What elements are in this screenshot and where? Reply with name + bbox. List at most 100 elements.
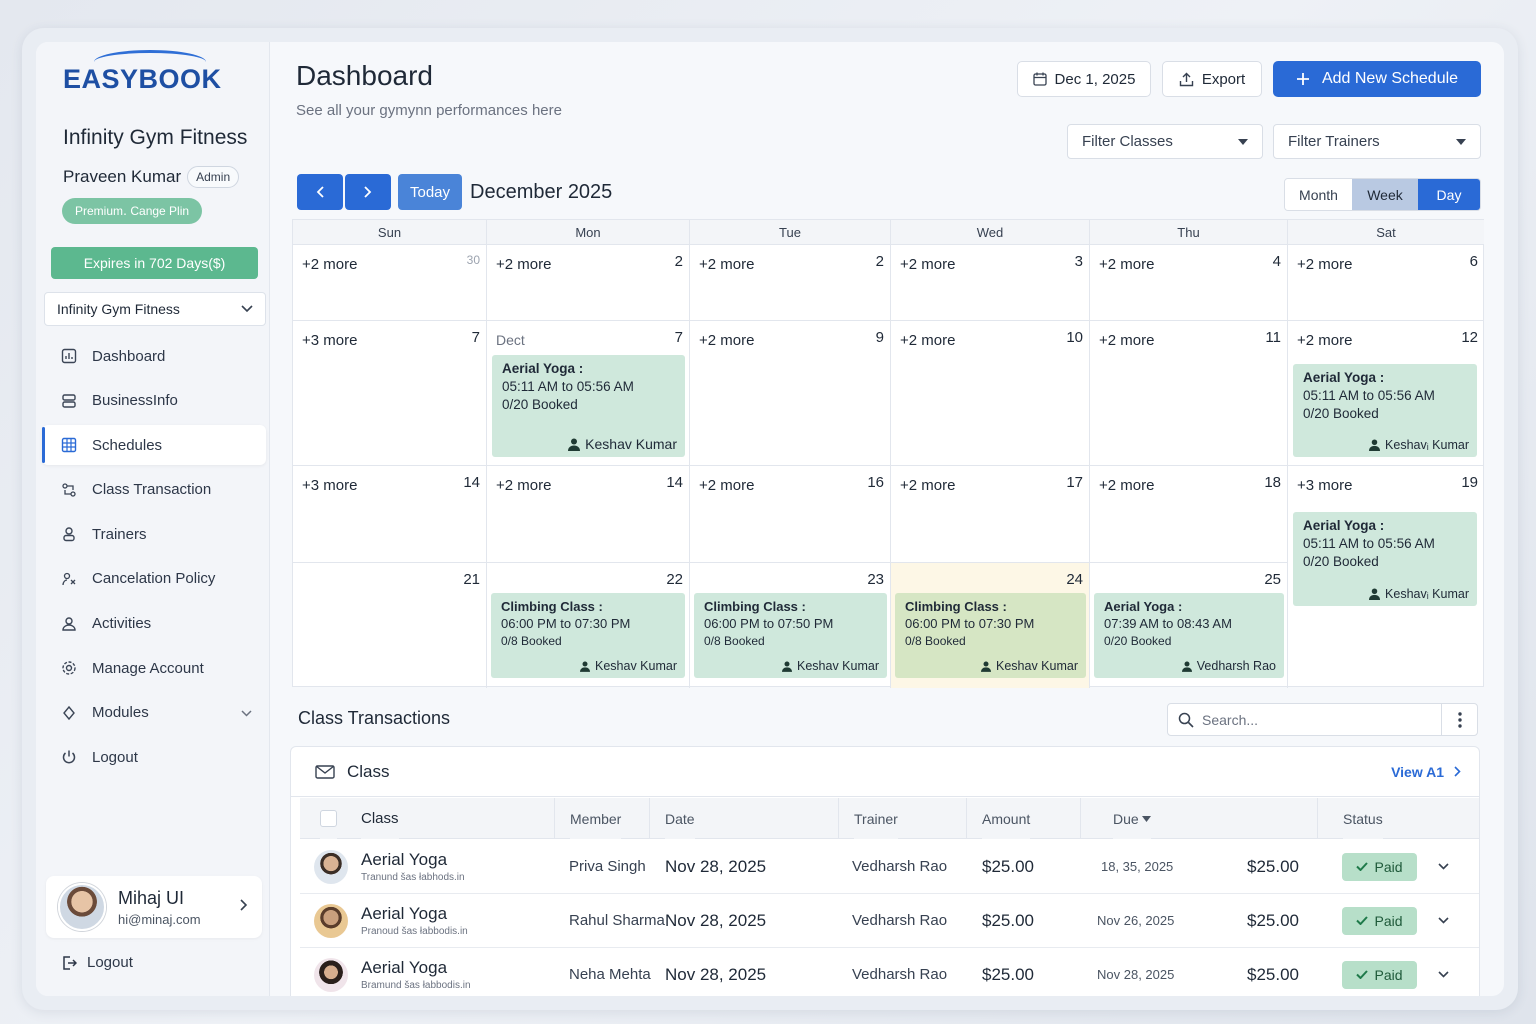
more-events-link[interactable]: +2 more: [699, 332, 755, 349]
filter-classes-select[interactable]: Filter Classes: [1067, 124, 1263, 159]
view-month-button[interactable]: Month: [1285, 179, 1352, 210]
logout-icon: [63, 955, 77, 970]
filter-trainers-select[interactable]: Filter Trainers: [1273, 124, 1481, 159]
event-time: 06:00 PM to 07:30 PM: [501, 616, 631, 631]
view-all-link[interactable]: View A1: [1391, 764, 1461, 780]
more-events-link[interactable]: +3 more: [1297, 477, 1353, 494]
calendar-day-cell[interactable]: +3 more 7: [293, 321, 487, 466]
view-day-button[interactable]: Day: [1418, 179, 1480, 210]
column-header-trainer[interactable]: Trainer: [854, 798, 898, 839]
footer-logout[interactable]: Logout: [61, 954, 133, 971]
sidebar-item-activities[interactable]: Activities: [42, 604, 266, 644]
due-amount: $25.00: [1247, 910, 1299, 930]
schedule-event[interactable]: Climbing Class : 06:00 PM to 07:50 PM 0/…: [694, 593, 887, 678]
date-picker-button[interactable]: Dec 1, 2025: [1017, 61, 1151, 97]
sidebar-item-logout[interactable]: Logout: [42, 737, 266, 777]
more-events-link[interactable]: +2 more: [1099, 332, 1155, 349]
app-logo[interactable]: EASYBOOK: [63, 64, 222, 94]
column-header-status[interactable]: Status: [1343, 798, 1383, 839]
calendar-day-cell[interactable]: 23 Climbing Class : 06:00 PM to 07:50 PM…: [690, 563, 891, 688]
calendar-day-cell[interactable]: +2 more 2: [690, 245, 891, 321]
calendar-day-cell[interactable]: Dect 7 Aerial Yoga : 05:11 AM to 05:56 A…: [487, 321, 690, 466]
row-expand-icon[interactable]: [1438, 894, 1449, 947]
table-row[interactable]: Aerial Yoga Bramund šas łabbodis.in Neha…: [300, 948, 1479, 996]
more-events-link[interactable]: +2 more: [699, 477, 755, 494]
more-events-link[interactable]: +2 more: [1099, 477, 1155, 494]
calendar-day-cell[interactable]: +2 more 3: [891, 245, 1090, 321]
calendar-day-cell[interactable]: +2 more 6: [1288, 245, 1484, 321]
column-header-member[interactable]: Member: [570, 798, 622, 839]
column-header-date[interactable]: Date: [665, 798, 695, 839]
calendar-day-cell[interactable]: +2 more 12 Aerial Yoga : 05:11 AM to 05:…: [1288, 321, 1484, 466]
calendar-day-cell[interactable]: +2 more 2: [487, 245, 690, 321]
more-events-link[interactable]: +2 more: [496, 477, 552, 494]
sidebar-item-businessinfo[interactable]: BusinessInfo: [42, 381, 266, 421]
more-events-link[interactable]: +2 more: [1099, 256, 1155, 273]
column-header-due[interactable]: Due: [1113, 798, 1151, 839]
search-input[interactable]: Search...: [1167, 703, 1478, 736]
schedule-event[interactable]: Aerial Yoga : 05:11 AM to 05:56 AM 0/20 …: [1293, 364, 1477, 457]
calendar-day-cell[interactable]: 22 Climbing Class : 06:00 PM to 07:30 PM…: [487, 563, 690, 688]
calendar-day-cell[interactable]: +2 more 11: [1090, 321, 1288, 466]
calendar-day-cell[interactable]: +3 more 19 Aerial Yoga : 05:11 AM to 05:…: [1288, 466, 1484, 688]
more-events-link[interactable]: +2 more: [1297, 332, 1353, 349]
gym-select[interactable]: Infinity Gym Fitness: [44, 292, 266, 326]
expires-button[interactable]: Expires in 702 Days($): [51, 247, 258, 279]
calendar-day-cell[interactable]: 25 Aerial Yoga : 07:39 AM to 08:43 AM 0/…: [1090, 563, 1288, 688]
more-events-link[interactable]: +2 more: [302, 256, 358, 273]
row-expand-icon[interactable]: [1438, 840, 1449, 893]
calendar-day-cell[interactable]: +2 more 10: [891, 321, 1090, 466]
sidebar-item-schedules[interactable]: Schedules: [42, 425, 266, 466]
calendar-day-cell[interactable]: +2 more 14: [487, 466, 690, 563]
day-number: 21: [463, 571, 480, 588]
view-week-button[interactable]: Week: [1352, 179, 1418, 210]
row-expand-icon[interactable]: [1438, 948, 1449, 996]
column-header-class[interactable]: Class: [361, 798, 399, 839]
trainer-name: Vedharsh Rao: [852, 858, 948, 875]
chevron-down-icon[interactable]: [241, 704, 252, 721]
export-button[interactable]: Export: [1162, 61, 1262, 97]
more-events-link[interactable]: +2 more: [699, 256, 755, 273]
sidebar-item-trainers[interactable]: Trainers: [42, 514, 266, 554]
calendar-icon: [1032, 72, 1047, 86]
calendar-day-cell[interactable]: +2 more 4: [1090, 245, 1288, 321]
schedule-event[interactable]: Aerial Yoga : 07:39 AM to 08:43 AM 0/20 …: [1094, 593, 1284, 678]
event-trainer: Keshavᵢ Kumar: [1369, 438, 1469, 452]
add-new-schedule-button[interactable]: Add New Schedule: [1273, 61, 1481, 97]
calendar-day-cell[interactable]: 21: [293, 563, 487, 688]
schedule-event[interactable]: Aerial Yoga : 05:11 AM to 05:56 AM 0/20 …: [1293, 512, 1477, 606]
day-header: Sat: [1288, 220, 1484, 245]
select-all-checkbox[interactable]: [320, 798, 337, 839]
next-month-button[interactable]: [345, 174, 391, 210]
calendar-day-cell[interactable]: +2 more 18: [1090, 466, 1288, 563]
calendar-day-cell[interactable]: +2 more 16: [690, 466, 891, 563]
user-card[interactable]: Mihaj UI hi@minaj.com: [46, 876, 262, 938]
today-button[interactable]: Today: [398, 174, 462, 210]
more-events-link[interactable]: +2 more: [496, 256, 552, 273]
table-row[interactable]: Aerial Yoga Tranund šas łabhods.in Priva…: [300, 840, 1479, 894]
calendar-day-cell[interactable]: +2 more 30: [293, 245, 487, 321]
sidebar-item-dashboard[interactable]: Dashboard: [42, 336, 266, 376]
calendar-day-cell[interactable]: +2 more 9: [690, 321, 891, 466]
sidebar-item-modules[interactable]: Modules: [42, 693, 266, 733]
schedule-event[interactable]: Climbing Class : 06:00 PM to 07:30 PM 0/…: [895, 593, 1086, 678]
more-events-link[interactable]: +2 more: [900, 477, 956, 494]
calendar-day-cell[interactable]: +2 more 17: [891, 466, 1090, 563]
calendar-day-cell[interactable]: +3 more 14: [293, 466, 487, 563]
more-events-link[interactable]: +3 more: [302, 332, 358, 349]
more-events-link[interactable]: +2 more: [1297, 256, 1353, 273]
more-events-link[interactable]: +3 more: [302, 477, 358, 494]
calendar-day-cell-today[interactable]: 24 Climbing Class : 06:00 PM to 07:30 PM…: [891, 563, 1090, 688]
schedule-event[interactable]: Climbing Class : 06:00 PM to 07:30 PM 0/…: [491, 593, 685, 678]
column-header-amount[interactable]: Amount: [982, 798, 1031, 839]
more-events-link[interactable]: +2 more: [900, 332, 956, 349]
kebab-menu-icon[interactable]: [1441, 704, 1477, 735]
schedule-event[interactable]: Aerial Yoga : 05:11 AM to 05:56 AM 0/20 …: [492, 355, 685, 457]
more-events-link[interactable]: +2 more: [900, 256, 956, 273]
prev-month-button[interactable]: [297, 174, 343, 210]
plan-pill[interactable]: Premium․ Cange Plin: [62, 198, 203, 224]
sidebar-item-manage-account[interactable]: Manage Account: [42, 648, 266, 688]
sidebar-item-cancelation-policy[interactable]: Cancelation Policy: [42, 559, 266, 599]
table-row[interactable]: Aerial Yoga Pranoud šas łabbodis.in Rahu…: [300, 894, 1479, 948]
sidebar-item-class-transaction[interactable]: Class Transaction: [42, 470, 266, 510]
